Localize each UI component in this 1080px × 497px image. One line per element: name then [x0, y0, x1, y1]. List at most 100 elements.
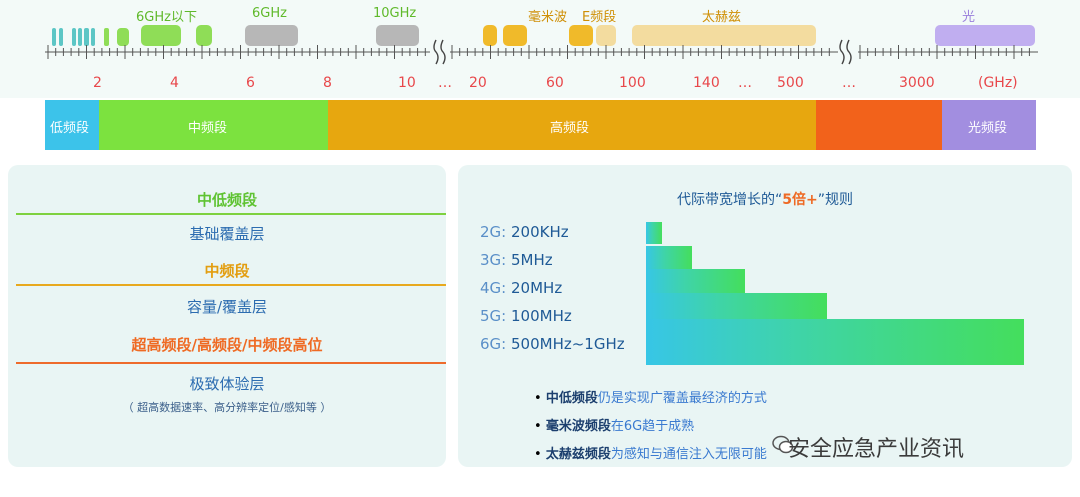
layer-1-title: 中低频段: [196, 191, 257, 209]
bullet-text: 在6G趋于成熟: [610, 419, 695, 434]
label-mmwave: 毫米波: [528, 10, 568, 25]
bullet-item: • 中低频段仍是实现广覆盖最经济的方式: [534, 391, 767, 406]
gen-bandwidth: 20MHz: [511, 279, 563, 297]
label-sub6ghz: 6GHz以下: [136, 10, 197, 25]
tick-label: 3000: [899, 75, 935, 91]
band-bar: [45, 100, 1036, 150]
generation-row: 6G: 500MHz~1GHz: [480, 335, 625, 353]
layer-2-title: 中频段: [204, 262, 250, 280]
gen-bandwidth: 5MHz: [511, 251, 553, 269]
label-terahertz: 太赫兹: [702, 10, 742, 25]
bandwidth-bar-4g: [646, 269, 745, 295]
tick-label: 140: [693, 75, 720, 91]
alloc-block: [52, 28, 56, 46]
generation-row: 3G: 5MHz: [480, 251, 553, 269]
tick-label: 2: [93, 75, 102, 91]
tick-label: 500: [777, 75, 804, 91]
allocation-blocks: [52, 25, 1035, 46]
bandwidth-bar-2g: [646, 222, 662, 244]
gen-label: 2G:: [480, 223, 507, 241]
alloc-block: [84, 28, 89, 46]
layer-3-divider: [16, 362, 446, 364]
gen-bandwidth: 100MHz: [511, 307, 572, 325]
spectrum-background: [0, 0, 1080, 98]
alloc-block: [196, 25, 212, 46]
layer-1-name: 基础覆盖层: [189, 225, 265, 243]
band-segment-low: [45, 100, 99, 150]
alloc-block: [59, 28, 63, 46]
tick-ellipsis: …: [738, 75, 752, 91]
band-segment-optical: [942, 100, 1036, 150]
band-label-high: 高频段: [550, 121, 590, 136]
generation-row: 5G: 100MHz: [480, 307, 572, 325]
layer-3-title: 超高频段/高频段/中频段高位: [131, 336, 323, 354]
alloc-block: [104, 28, 109, 46]
bullet-key: 毫米波频段: [545, 419, 611, 434]
axis-break: [433, 39, 852, 65]
gen-bandwidth: 200KHz: [511, 223, 569, 241]
label-6ghz: 6GHz: [252, 6, 287, 21]
tick-label: 8: [323, 75, 332, 91]
bandwidth-title: 代际带宽增长的“5倍+”规则: [458, 189, 1072, 209]
tick-unit: (GHz): [978, 75, 1018, 91]
bandwidth-bar-5g: [646, 293, 827, 320]
tick-label: 10: [398, 75, 416, 91]
gen-label: 5G:: [480, 307, 507, 325]
tick-label: 20: [469, 75, 487, 91]
band-label-low: 低频段: [50, 121, 90, 136]
alloc-block: [78, 28, 82, 46]
alloc-block: [72, 28, 76, 46]
layer-2-divider: [16, 284, 446, 286]
layer-3-name: 极致体验层: [189, 375, 265, 393]
title-highlight: 5倍+: [782, 192, 818, 208]
gen-label: 6G:: [480, 335, 507, 353]
alloc-block: [245, 25, 298, 46]
bullet-key: 中低频段: [545, 391, 598, 406]
bullet-key: 太赫兹频段: [545, 447, 611, 462]
bandwidth-panel: 代际带宽增长的“5倍+”规则 2G: 200KHz 3G: 5MHz 4G: 2…: [458, 165, 1072, 467]
bandwidth-bar-6g: [646, 319, 1024, 365]
bullet-item: • 毫米波频段在6G趋于成熟: [534, 419, 695, 434]
tick-ellipsis: …: [438, 75, 452, 91]
band-label-optical: 光频段: [968, 121, 1008, 136]
tick-label: 60: [546, 75, 564, 91]
title-suffix: ”规则: [817, 192, 853, 208]
generation-row: 2G: 200KHz: [480, 223, 569, 241]
tick-label: 4: [170, 75, 179, 91]
gen-label: 3G:: [480, 251, 507, 269]
bullet-text: 为感知与通信注入无限可能: [610, 447, 767, 462]
tick-ellipsis: …: [842, 75, 856, 91]
title-prefix: 代际带宽增长的“: [676, 192, 783, 208]
layer-3-note: （ 超高数据速率、高分辨率定位/感知等 ）: [122, 401, 332, 414]
alloc-block: [935, 25, 1035, 46]
alloc-block: [91, 28, 95, 46]
label-10ghz: 10GHz: [373, 6, 417, 21]
alloc-block: [141, 25, 181, 46]
alloc-block: [569, 25, 593, 46]
label-optical: 光: [962, 10, 976, 25]
bullet-item: • 太赫兹频段为感知与通信注入无限可能: [534, 447, 767, 462]
axis-ticks: [47, 45, 1030, 59]
alloc-block: [483, 25, 497, 46]
alloc-block: [376, 25, 419, 46]
alloc-block: [632, 25, 816, 46]
gen-bandwidth: 500MHz~1GHz: [511, 335, 625, 353]
band-label-mid: 中频段: [188, 121, 228, 136]
tick-label: 100: [619, 75, 646, 91]
band-segment-high: [328, 100, 816, 150]
layer-1-divider: [16, 213, 446, 215]
gen-label: 4G:: [480, 279, 507, 297]
spectrum-diagram: [0, 0, 1080, 150]
layer-2-name: 容量/覆盖层: [186, 298, 268, 316]
band-segment-ultra: [816, 100, 942, 150]
frequency-axis: [45, 45, 1038, 59]
alloc-block: [503, 25, 527, 46]
layer-panel: 中低频段 基础覆盖层 中频段 容量/覆盖层 超高频段/高频段/中频段高位 极致体…: [8, 165, 446, 467]
generation-row: 4G: 20MHz: [480, 279, 562, 297]
bullet-text: 仍是实现广覆盖最经济的方式: [597, 391, 767, 406]
label-eband: E频段: [582, 10, 617, 25]
bandwidth-bar-3g: [646, 246, 692, 271]
watermark-text: 安全应急产业资讯: [788, 437, 965, 462]
tick-label: 6: [246, 75, 255, 91]
alloc-block: [117, 28, 129, 46]
